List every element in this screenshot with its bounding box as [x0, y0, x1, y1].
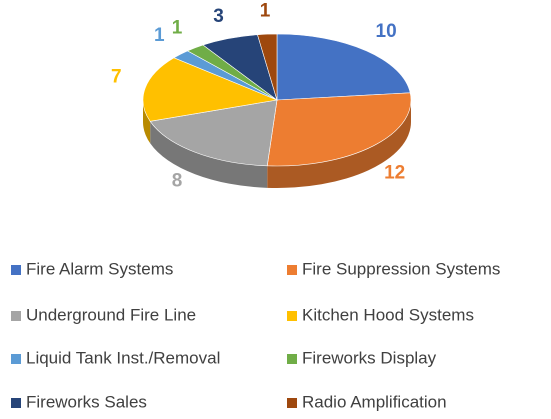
legend-label: Kitchen Hood Systems — [302, 305, 474, 324]
data-label: 8 — [172, 170, 183, 191]
data-label: 10 — [376, 21, 397, 42]
legend-label: Radio Amplification — [302, 392, 447, 411]
legend-label: Fireworks Display — [302, 348, 437, 367]
slice-side — [150, 121, 268, 188]
data-label: 3 — [213, 6, 224, 27]
legend-label: Fire Suppression Systems — [302, 259, 500, 278]
data-label: 12 — [384, 163, 405, 184]
legend-marker — [11, 265, 21, 275]
slice — [149, 99, 278, 167]
legend-marker — [11, 398, 21, 408]
legend-marker — [287, 354, 297, 364]
legend-marker — [287, 398, 297, 408]
slice-side — [267, 100, 412, 188]
slice — [266, 92, 412, 167]
legend-label: Fireworks Sales — [26, 392, 147, 411]
legend-marker — [11, 311, 21, 321]
data-label: 7 — [111, 66, 122, 87]
legend-marker — [11, 354, 21, 364]
data-label: 1 — [260, 1, 271, 22]
legend-marker — [287, 265, 297, 275]
slice — [142, 57, 279, 122]
legend-marker — [287, 311, 297, 321]
data-label: 1 — [154, 25, 165, 46]
legend-label: Liquid Tank Inst./Removal — [26, 348, 220, 367]
legend-label: Fire Alarm Systems — [26, 259, 173, 278]
data-label: 1 — [172, 17, 183, 38]
slice — [257, 33, 278, 101]
legend-label: Underground Fire Line — [26, 305, 196, 324]
slice — [276, 33, 411, 101]
